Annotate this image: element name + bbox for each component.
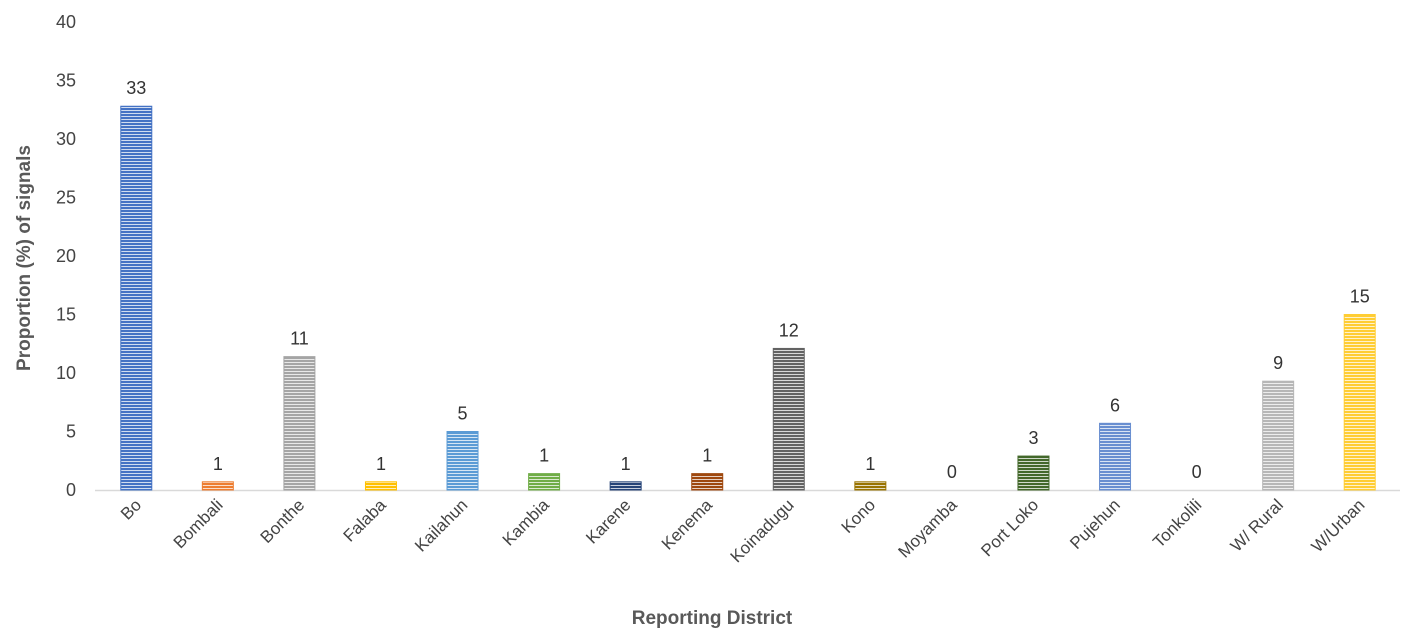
x-tick-label: Kambia <box>499 495 554 550</box>
data-label: 0 <box>1192 462 1202 482</box>
x-tick-label: Moyamba <box>895 495 962 562</box>
x-tick-label: Pujehun <box>1066 495 1124 553</box>
x-tick-label: Kono <box>838 495 880 537</box>
bar-kono <box>854 481 887 491</box>
bar-karene <box>609 481 642 491</box>
bar-kailahun <box>446 431 479 491</box>
bar-pujehun <box>1099 422 1132 491</box>
y-tick-label: 40 <box>56 12 76 32</box>
bar-w-urban <box>1343 314 1376 491</box>
x-tick-label: Bo <box>117 495 145 523</box>
x-tick-label: Port Loko <box>977 495 1042 560</box>
y-axis-ticks: 0 5 10 15 20 25 30 35 40 <box>56 12 76 500</box>
data-label: 1 <box>865 454 875 474</box>
data-label: 1 <box>539 446 549 466</box>
data-label: 33 <box>126 78 146 98</box>
x-axis-category-labels: Bo Bombali Bonthe Falaba Kailahun Kambia Karen… <box>117 495 1369 566</box>
x-tick-label: Kenema <box>658 495 717 554</box>
bar-bonthe <box>283 356 316 491</box>
y-tick-label: 0 <box>66 480 76 500</box>
bar-w-rural <box>1262 380 1295 491</box>
y-tick-label: 35 <box>56 71 76 91</box>
data-label: 5 <box>458 404 468 424</box>
data-label: 9 <box>1273 353 1283 373</box>
data-label: 1 <box>702 446 712 466</box>
y-tick-label: 10 <box>56 363 76 383</box>
x-tick-label: W/ Rural <box>1227 495 1287 555</box>
data-label: 1 <box>621 454 631 474</box>
x-tick-label: Tonkolili <box>1149 495 1205 551</box>
data-label: 1 <box>376 454 386 474</box>
data-label: 0 <box>947 462 957 482</box>
data-label: 3 <box>1028 428 1038 448</box>
y-tick-label: 15 <box>56 305 76 325</box>
x-tick-label: Falaba <box>340 495 391 546</box>
y-tick-label: 30 <box>56 129 76 149</box>
bar-kenema <box>691 473 724 491</box>
x-tick-label: Koinadugu <box>727 495 798 566</box>
bar-port-loko <box>1017 455 1050 491</box>
bar-kambia <box>528 473 561 491</box>
bar-koinadugu <box>772 347 805 491</box>
x-tick-label: W/Urban <box>1308 495 1369 556</box>
bar-bo <box>120 105 153 491</box>
x-tick-label: Bonthe <box>257 495 309 547</box>
y-tick-label: 20 <box>56 246 76 266</box>
bar-falaba <box>364 481 397 491</box>
x-tick-label: Kailahun <box>411 495 471 555</box>
y-axis-title: Proportion (%) of signals <box>14 145 35 371</box>
y-tick-label: 25 <box>56 188 76 208</box>
data-label: 6 <box>1110 395 1120 415</box>
data-label: 11 <box>290 329 309 349</box>
x-tick-label: Bombali <box>170 495 227 552</box>
bar-bombali <box>201 481 234 491</box>
x-axis-title: Reporting District <box>632 608 793 629</box>
x-tick-label: Karene <box>582 495 634 547</box>
data-label: 15 <box>1350 287 1370 307</box>
data-label: 1 <box>213 454 223 474</box>
data-label: 12 <box>779 320 799 340</box>
y-tick-label: 5 <box>66 422 76 442</box>
bars <box>120 105 1376 491</box>
